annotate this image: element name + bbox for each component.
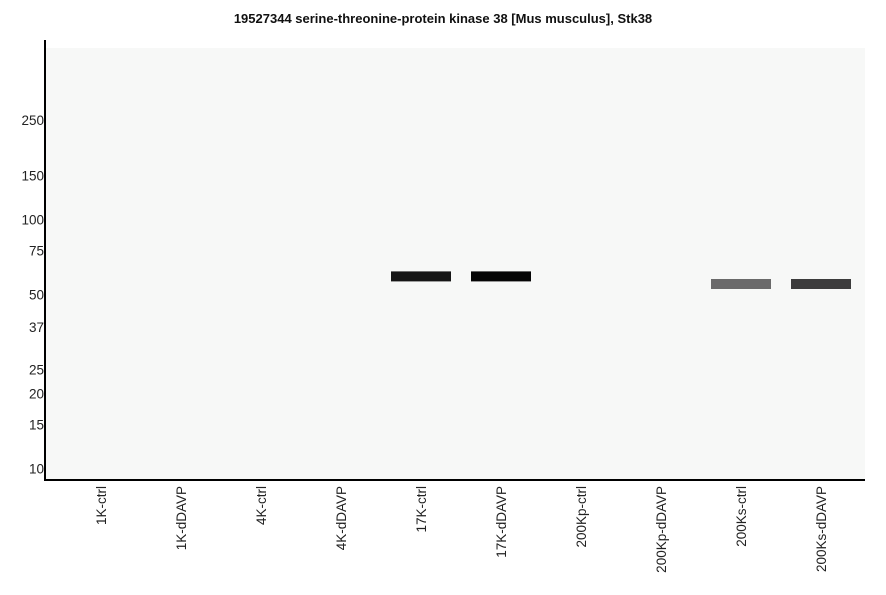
y-tick-label: 25 xyxy=(29,362,44,377)
y-tick-label: 37 xyxy=(29,320,44,335)
x-tick-label: 200Ks-ctrl xyxy=(734,486,749,547)
band-17K-ctrl xyxy=(391,271,451,282)
x-tick-label: 200Ks-dDAVP xyxy=(814,486,829,572)
y-tick-label: 50 xyxy=(29,287,44,302)
x-tick-label: 4K-ctrl xyxy=(254,486,269,525)
y-tick-label: 20 xyxy=(29,387,44,402)
x-tick-label: 17K-dDAVP xyxy=(494,486,509,558)
x-tick-label: 200Kp-dDAVP xyxy=(654,486,669,573)
x-tick-label: 200Kp-ctrl xyxy=(574,486,589,548)
band-200Ks-ctrl xyxy=(711,279,771,290)
y-tick-label: 75 xyxy=(29,243,44,258)
chart-title: 19527344 serine-threonine-protein kinase… xyxy=(233,11,653,26)
x-tick-label: 17K-ctrl xyxy=(414,486,429,533)
y-tick-label: 150 xyxy=(21,168,44,183)
band-17K-dDAVP xyxy=(471,271,531,282)
x-tick-label: 1K-ctrl xyxy=(94,486,109,525)
blot-panel xyxy=(46,48,865,479)
bands xyxy=(391,271,851,290)
y-tick-label: 250 xyxy=(21,113,44,128)
y-tick-label: 10 xyxy=(29,462,44,477)
y-tick-labels: 250 150 100 75 50 37 25 20 15 10 xyxy=(21,113,44,477)
band-200Ks-dDAVP xyxy=(791,279,851,290)
y-tick-label: 100 xyxy=(21,212,44,227)
x-tick-label: 1K-dDAVP xyxy=(174,486,189,550)
x-tick-labels: 1K-ctrl 1K-dDAVP 4K-ctrl 4K-dDAVP 17K-ctrl 17… xyxy=(94,486,829,573)
y-tick-label: 15 xyxy=(29,418,44,433)
x-tick-label: 4K-dDAVP xyxy=(334,486,349,550)
